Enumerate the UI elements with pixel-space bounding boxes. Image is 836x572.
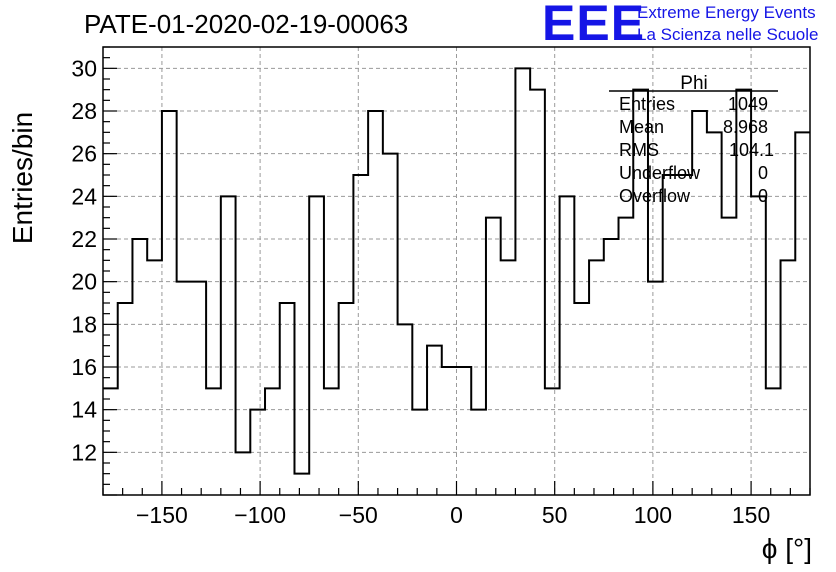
logo-mark: EEE [542, 0, 645, 51]
histogram-bin [368, 111, 383, 495]
histogram-steps [103, 67, 810, 495]
histogram-bin [781, 260, 796, 495]
y-tick-labels: 12 14 16 18 20 22 24 26 28 30 [71, 55, 97, 465]
stats-label: Mean [619, 117, 664, 137]
y-axis-title: Entries/bin [7, 112, 38, 244]
histogram-bin [324, 388, 339, 495]
stats-row-entries: Entries 1049 [619, 94, 768, 114]
logo-line-2: La Scienza nelle Scuole [637, 25, 818, 44]
histogram-bin [530, 90, 545, 495]
x-tick-label: 100 [634, 502, 672, 528]
y-tick-label: 16 [71, 354, 97, 380]
histogram-bin [471, 410, 486, 495]
y-tick-label: 24 [71, 183, 97, 209]
histogram-bin [353, 175, 368, 495]
y-tick-label: 14 [71, 397, 97, 423]
stats-value: 104.1 [729, 140, 774, 160]
x-axis-title: ϕ [°] [762, 533, 812, 564]
y-tick-label: 12 [71, 439, 97, 465]
histogram-bin [383, 154, 398, 495]
x-tick-label: −150 [136, 502, 188, 528]
histogram-bin [515, 68, 530, 495]
x-tick-label: −100 [234, 502, 286, 528]
histogram-bin [118, 303, 133, 495]
histogram-bin [280, 303, 295, 495]
histogram-bin [177, 282, 192, 495]
eee-logo: EEE Extreme Energy Events La Scienza nel… [542, 0, 818, 51]
stats-box: Phi Entries 1049 Mean 8.968 RMS 104.1 Un… [609, 73, 778, 206]
histogram-bin [206, 388, 221, 495]
stats-box-name: Phi [680, 73, 707, 94]
logo-line-1: Extreme Energy Events [637, 3, 816, 22]
histogram-bin [501, 260, 516, 495]
y-tick-label: 26 [71, 141, 97, 167]
x-tick-label: −50 [339, 502, 378, 528]
histogram-bin [574, 303, 589, 495]
histogram-bin [191, 282, 206, 495]
histogram-bin [236, 452, 251, 495]
histogram-bin [663, 175, 678, 495]
histogram-bin [457, 367, 472, 495]
histogram-bin [412, 410, 427, 495]
histogram-bin [427, 346, 442, 495]
stats-row-rms: RMS 104.1 [619, 140, 774, 160]
histogram-bin [589, 260, 604, 495]
stats-label: Overflow [619, 186, 691, 206]
chart-title: PATE-01-2020-02-19-00063 [84, 9, 408, 39]
stats-row-overflow: Overflow 0 [619, 186, 768, 206]
stats-row-underflow: Underflow 0 [619, 163, 768, 183]
histogram-bin [221, 196, 236, 495]
histogram-bin [648, 282, 663, 495]
histogram-bin [132, 239, 147, 495]
histogram-bin [619, 218, 634, 495]
histogram-bin [309, 196, 324, 495]
stats-row-mean: Mean 8.968 [619, 117, 768, 137]
y-tick-label: 30 [71, 55, 97, 81]
histogram-outline [103, 67, 810, 475]
histogram-bin [398, 324, 413, 495]
histogram-bin [486, 218, 501, 495]
stats-value: 0 [758, 163, 768, 183]
stats-value: 0 [758, 186, 768, 206]
histogram-bin [545, 388, 560, 495]
histogram-bin [707, 132, 722, 495]
histogram-bin [677, 175, 692, 495]
histogram-bin [339, 303, 354, 495]
histogram-bin [766, 388, 781, 495]
x-tick-label: 150 [732, 502, 770, 528]
y-tick-label: 18 [71, 311, 97, 337]
histogram-bin [294, 474, 309, 495]
histogram-bin [147, 260, 162, 495]
histogram-bin [250, 410, 265, 495]
x-tick-label: 0 [450, 502, 463, 528]
histogram-bin [560, 196, 575, 495]
stats-value: 1049 [728, 94, 768, 114]
y-tick-label: 20 [71, 269, 97, 295]
y-tick-label: 28 [71, 98, 97, 124]
stats-label: RMS [619, 140, 659, 160]
histogram-bin [751, 196, 766, 495]
y-tick-label: 22 [71, 226, 97, 252]
stats-value: 8.968 [723, 117, 768, 137]
histogram-bin [442, 367, 457, 495]
histogram-bin [795, 132, 810, 495]
stats-label: Entries [619, 94, 675, 114]
stats-label: Underflow [619, 163, 701, 183]
histogram-bin [265, 388, 280, 495]
histogram-bin [722, 218, 737, 495]
x-tick-labels: −150 −100 −50 0 50 100 150 [136, 502, 770, 528]
axis-ticks [102, 46, 811, 496]
x-tick-label: 50 [542, 502, 568, 528]
histogram-bin [162, 111, 177, 495]
histogram-bin [604, 239, 619, 495]
